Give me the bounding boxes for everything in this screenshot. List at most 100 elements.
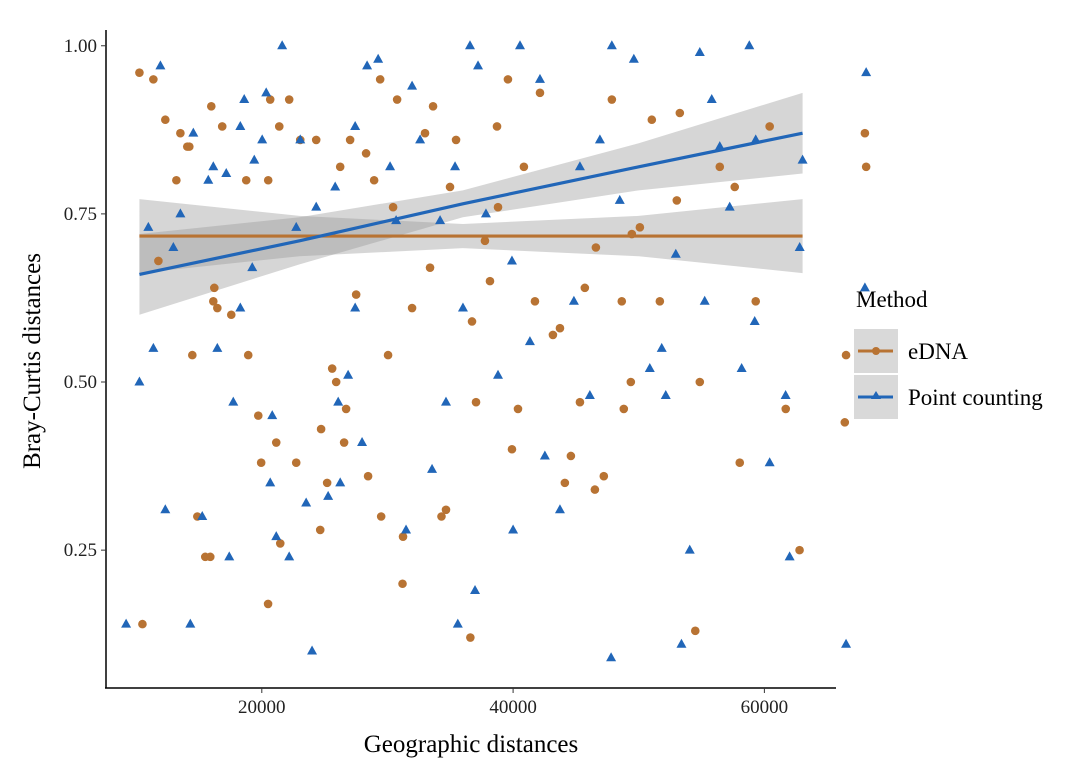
point-edna	[243, 350, 253, 360]
point-point-counting	[257, 134, 268, 144]
y-tick-label: 0.50	[64, 372, 97, 393]
point-point-counting	[694, 46, 705, 56]
point-point-counting	[452, 618, 463, 628]
point-edna	[315, 525, 325, 535]
point-point-counting	[175, 208, 186, 218]
point-edna	[535, 88, 545, 98]
point-edna	[205, 552, 215, 562]
point-edna	[635, 223, 645, 232]
point-point-counting	[188, 127, 199, 137]
point-point-counting	[203, 174, 214, 184]
point-edna	[327, 364, 337, 373]
point-point-counting	[261, 87, 272, 97]
point-edna	[730, 182, 740, 192]
point-edna	[840, 418, 850, 427]
point-point-counting	[841, 638, 852, 648]
point-edna	[213, 303, 222, 313]
point-point-counting	[401, 524, 412, 534]
point-edna	[375, 75, 385, 84]
point-point-counting	[373, 53, 384, 63]
point-edna	[398, 532, 408, 541]
point-point-counting	[277, 40, 288, 50]
point-point-counting	[239, 94, 250, 104]
point-edna	[345, 135, 355, 145]
point-edna	[322, 478, 332, 488]
point-point-counting	[706, 94, 717, 104]
point-edna	[388, 202, 398, 212]
point-point-counting	[859, 282, 870, 292]
point-point-counting	[676, 638, 687, 648]
point-edna	[316, 424, 326, 434]
point-edna	[513, 404, 523, 414]
point-edna	[226, 310, 236, 320]
point-edna	[590, 485, 600, 494]
point-edna	[471, 397, 481, 407]
point-point-counting	[534, 73, 545, 83]
point-point-counting	[350, 302, 361, 312]
point-point-counting	[362, 60, 373, 70]
point-edna	[715, 162, 725, 172]
point-edna	[383, 350, 393, 360]
point-point-counting	[714, 141, 725, 151]
point-edna	[265, 95, 275, 104]
point-edna	[672, 196, 682, 205]
point-point-counting	[660, 389, 671, 399]
point-point-counting	[539, 450, 550, 460]
point-point-counting	[574, 161, 585, 171]
point-point-counting	[330, 181, 341, 191]
legend-title: Method	[856, 287, 928, 312]
point-edna	[339, 438, 349, 447]
point-edna	[507, 444, 517, 454]
point-edna	[735, 458, 745, 468]
x-tick-label: 20000	[238, 697, 286, 718]
legend-key-point-counting-marker	[871, 391, 881, 399]
point-edna	[437, 512, 446, 521]
point-point-counting	[797, 154, 808, 164]
point-point-counting	[247, 262, 258, 272]
point-edna	[274, 122, 284, 131]
point-edna	[149, 75, 158, 84]
point-edna	[241, 175, 251, 185]
point-edna	[172, 175, 181, 185]
point-edna	[599, 471, 609, 481]
point-edna	[331, 377, 341, 387]
point-point-counting	[508, 524, 519, 534]
point-point-counting	[515, 40, 526, 50]
point-point-counting	[584, 389, 595, 399]
point-point-counting	[148, 342, 159, 352]
y-tick-label: 0.75	[64, 204, 97, 225]
point-edna	[154, 256, 163, 266]
point-edna	[185, 142, 194, 151]
point-edna	[376, 512, 386, 521]
point-point-counting	[699, 295, 710, 305]
point-point-counting	[407, 80, 418, 90]
point-point-counting	[284, 551, 295, 561]
point-point-counting	[670, 248, 681, 258]
point-point-counting	[121, 618, 132, 628]
point-edna	[428, 101, 438, 111]
point-edna	[861, 162, 871, 172]
point-point-counting	[323, 490, 334, 500]
legend-label-point-counting: Point counting	[908, 385, 1043, 410]
y-tick-label: 1.00	[64, 36, 97, 57]
point-point-counting	[656, 342, 667, 352]
point-point-counting	[155, 60, 166, 70]
point-point-counting	[249, 154, 260, 164]
point-point-counting	[614, 194, 625, 204]
point-point-counting	[861, 67, 872, 77]
point-point-counting	[134, 376, 145, 386]
point-edna	[361, 149, 371, 158]
point-edna	[765, 122, 774, 131]
point-point-counting	[480, 208, 491, 218]
point-edna	[135, 68, 144, 77]
point-edna	[341, 404, 351, 414]
point-point-counting	[427, 463, 438, 473]
point-point-counting	[744, 40, 755, 50]
point-point-counting	[473, 60, 484, 70]
axis-ticks: 20000 40000 60000 0.25 0.50 0.75 1.00	[64, 36, 788, 718]
point-point-counting	[291, 221, 302, 231]
point-edna	[492, 122, 502, 131]
point-point-counting	[724, 201, 735, 211]
fit-line-point-counting	[139, 131, 803, 276]
